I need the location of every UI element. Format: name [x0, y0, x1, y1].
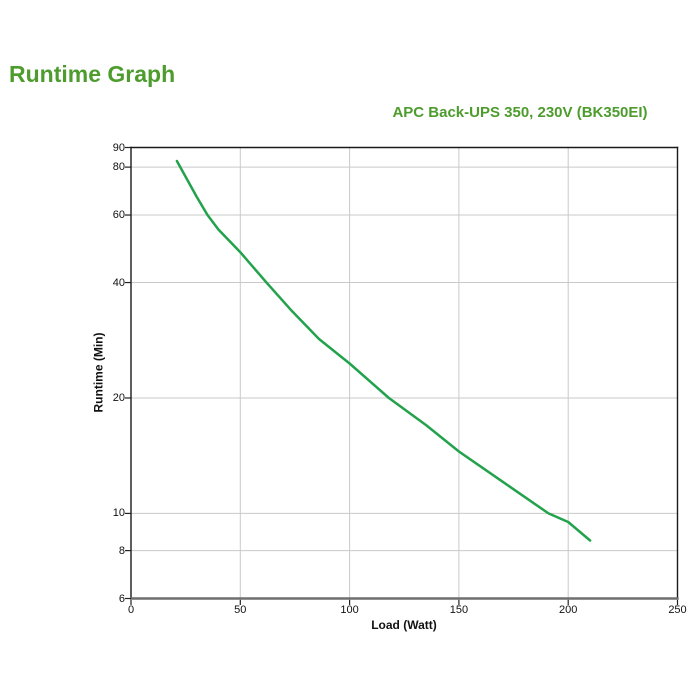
y-tick-label: 60: [112, 209, 125, 222]
page-title: Runtime Graph: [9, 61, 176, 87]
y-tick-label: 90: [112, 141, 125, 154]
y-tick-label: 40: [112, 276, 125, 289]
y-tick-label: 8: [118, 544, 125, 557]
y-tick-label: 6: [118, 592, 125, 605]
x-tick-label: 100: [340, 604, 359, 616]
x-tick-label: 200: [559, 604, 578, 616]
x-axis-title: Load (Watt): [371, 618, 437, 632]
runtime-curve: [175, 159, 592, 542]
x-tick-label: 50: [234, 604, 247, 616]
y-tick-label: 80: [112, 161, 125, 174]
chart-title: APC Back-UPS 350, 230V (BK350EI): [392, 104, 648, 121]
y-axis-title: Runtime (Min): [91, 332, 106, 413]
y-tick-label: 20: [112, 391, 125, 404]
x-tick-label: 0: [127, 604, 135, 616]
y-tick-label: 10: [112, 507, 125, 520]
x-tick-label: 250: [668, 604, 687, 616]
x-tick-label: 150: [449, 604, 469, 616]
